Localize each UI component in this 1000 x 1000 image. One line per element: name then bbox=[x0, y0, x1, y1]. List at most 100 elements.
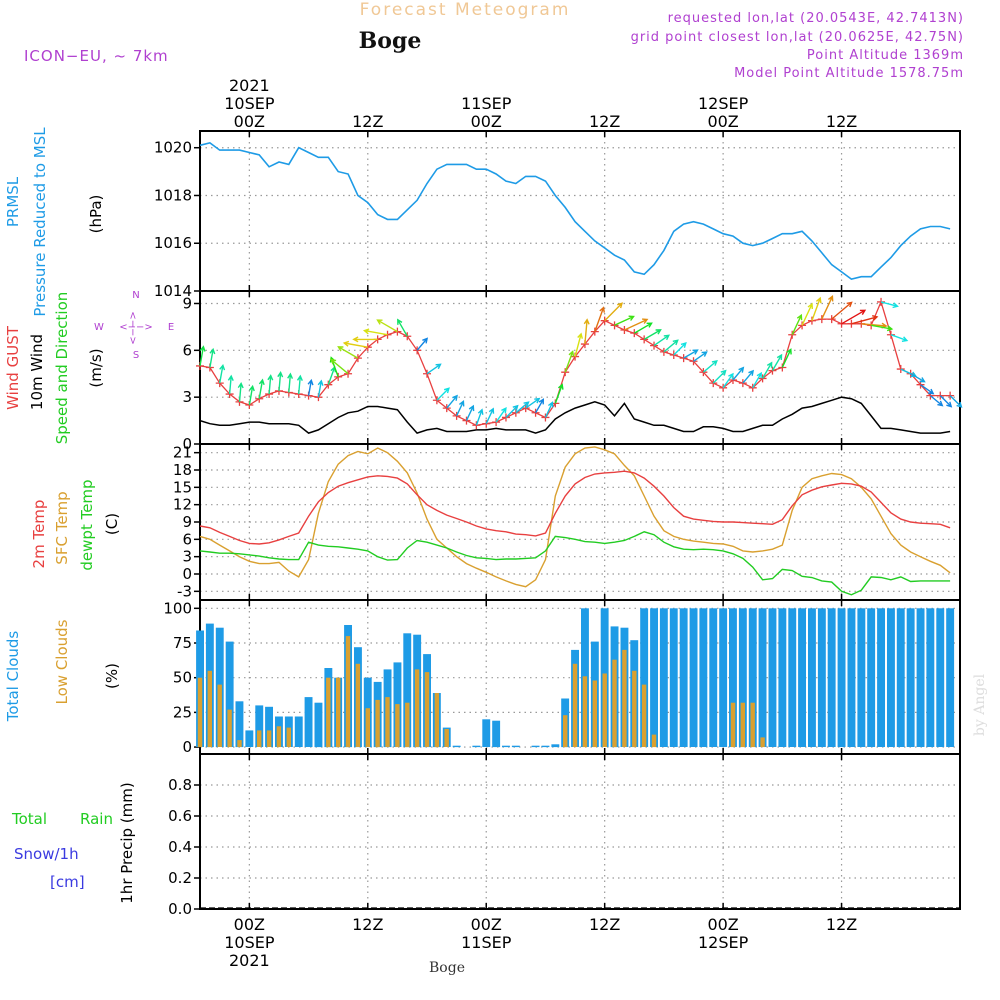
wind-arrow bbox=[376, 319, 398, 333]
y-tick-label: 1020 bbox=[154, 139, 192, 157]
low-cloud-bar bbox=[750, 702, 755, 748]
watermark: by Angel bbox=[972, 673, 988, 736]
wind-arrow bbox=[722, 372, 734, 389]
precip-unit: 1hr Precip (mm) bbox=[118, 782, 136, 903]
wind-arrow bbox=[624, 318, 649, 331]
pressure-panel: 1014 1016 1018 1020 bbox=[154, 130, 961, 300]
total-cloud-bar bbox=[768, 608, 777, 747]
total-cloud-bar bbox=[896, 608, 905, 747]
clouds-unit: (%) bbox=[103, 663, 121, 689]
low-cloud-bar bbox=[632, 670, 637, 748]
low-cloud-bar bbox=[563, 715, 568, 748]
wind-arrow bbox=[296, 374, 303, 395]
low-cloud-bar bbox=[641, 684, 647, 747]
low-cloud-bar bbox=[365, 708, 370, 747]
low-cloud-bar bbox=[740, 702, 745, 748]
total-cloud-bar bbox=[709, 608, 718, 747]
low-cloud-bar bbox=[375, 699, 380, 748]
wind-arrow bbox=[248, 384, 255, 406]
time-label: 12Z bbox=[589, 915, 620, 934]
low-cloud-bar bbox=[385, 697, 390, 747]
total-cloud-bar bbox=[719, 608, 728, 747]
gust-marker bbox=[699, 368, 708, 377]
total-cloud-bar bbox=[472, 745, 481, 748]
wind-arrow bbox=[337, 346, 359, 359]
time-label: 00Z bbox=[234, 915, 265, 934]
wind-arrow bbox=[583, 318, 590, 345]
grid-point-coordinates: grid point closest lon,lat (20.0625E, 42… bbox=[631, 30, 964, 45]
total-cloud-bar bbox=[887, 608, 895, 747]
precip-panel: 0.0 0.2 0.4 0.6 0.8 bbox=[168, 753, 961, 918]
time-label: 00Z bbox=[471, 915, 502, 934]
y-tick-label: 75 bbox=[173, 634, 192, 652]
wind-arrow bbox=[515, 401, 530, 414]
y-tick-label: 25 bbox=[173, 703, 192, 721]
wind-arrow bbox=[939, 395, 953, 408]
total-cloud-bar bbox=[827, 608, 836, 747]
wind-arrow bbox=[801, 302, 813, 326]
total-cloud-bar bbox=[245, 730, 254, 747]
total-cloud-bar bbox=[936, 608, 945, 747]
wind-arrow bbox=[475, 408, 484, 426]
wind-arrow bbox=[732, 366, 745, 381]
total-clouds-label: Total Clouds bbox=[4, 631, 22, 723]
total-rain-label-rain: Rain bbox=[80, 810, 113, 828]
wind-arrow bbox=[397, 318, 408, 337]
wind-arrow bbox=[821, 295, 834, 320]
wind-arrow bbox=[362, 328, 388, 336]
compass-rose: N E S W <−−><−−> bbox=[94, 290, 174, 361]
wind-arrow bbox=[831, 301, 853, 320]
total-cloud-bar bbox=[778, 608, 787, 747]
y-tick-label: 1016 bbox=[154, 234, 192, 252]
time-label: 00Z bbox=[707, 112, 738, 131]
sfc-temp-label: SFC Temp bbox=[53, 491, 71, 564]
time-label: 00Z bbox=[707, 915, 738, 934]
gust-line bbox=[199, 299, 951, 426]
wind-arrow bbox=[702, 359, 718, 373]
time-label: 00Z bbox=[471, 112, 502, 131]
gust-marker bbox=[768, 366, 777, 375]
pressure-label-long: Pressure Reduced to MSL bbox=[31, 127, 49, 317]
low-cloud-bar bbox=[414, 669, 420, 748]
model-point-altitude: Model Point Altitude 1578.75m bbox=[734, 66, 964, 81]
wind-arrow bbox=[554, 383, 564, 404]
low-cloud-bar bbox=[572, 663, 578, 747]
low-cloud-bar bbox=[612, 659, 617, 748]
clouds-frame bbox=[199, 599, 961, 755]
gust-marker bbox=[423, 369, 432, 378]
low-cloud-bar bbox=[227, 709, 232, 748]
gust-marker bbox=[353, 354, 362, 363]
y-tick-label: 6 bbox=[182, 530, 192, 548]
wind-arrow bbox=[199, 345, 206, 367]
time-label: 12SEP bbox=[698, 94, 749, 113]
total-cloud-bar bbox=[452, 745, 461, 748]
wind-arrows bbox=[199, 295, 963, 426]
low-cloud-bar bbox=[434, 693, 440, 748]
wind-arrow bbox=[485, 407, 495, 424]
wind-arrow bbox=[317, 379, 324, 398]
gust-marker bbox=[669, 351, 678, 360]
model-label: ICON−EU, ~ 7km bbox=[24, 47, 169, 65]
wind-arrow bbox=[929, 395, 944, 407]
gust-marker bbox=[758, 374, 767, 383]
time-label: 11SEP bbox=[461, 933, 512, 952]
wind-arrow bbox=[890, 334, 909, 342]
wind-arrow bbox=[880, 301, 899, 309]
wind-arrow bbox=[525, 397, 541, 409]
time-label: 12Z bbox=[589, 112, 620, 131]
wind-arrow bbox=[564, 350, 575, 373]
panel-labels: PRMSL Pressure Reduced to MSL (hPa) Wind GU… bbox=[4, 127, 174, 904]
wind-arrow bbox=[330, 358, 349, 375]
total-cloud-bar bbox=[255, 705, 264, 747]
total-cloud-bar bbox=[265, 706, 273, 747]
low-cloud-bar bbox=[395, 704, 400, 748]
wind-direction-label: Speed and Direction bbox=[53, 292, 71, 445]
gust-marker bbox=[896, 365, 905, 374]
low-cloud-bar bbox=[760, 737, 765, 748]
compass-east: E bbox=[168, 322, 174, 333]
wind-arrow bbox=[663, 339, 679, 353]
gust-marker bbox=[442, 404, 451, 413]
